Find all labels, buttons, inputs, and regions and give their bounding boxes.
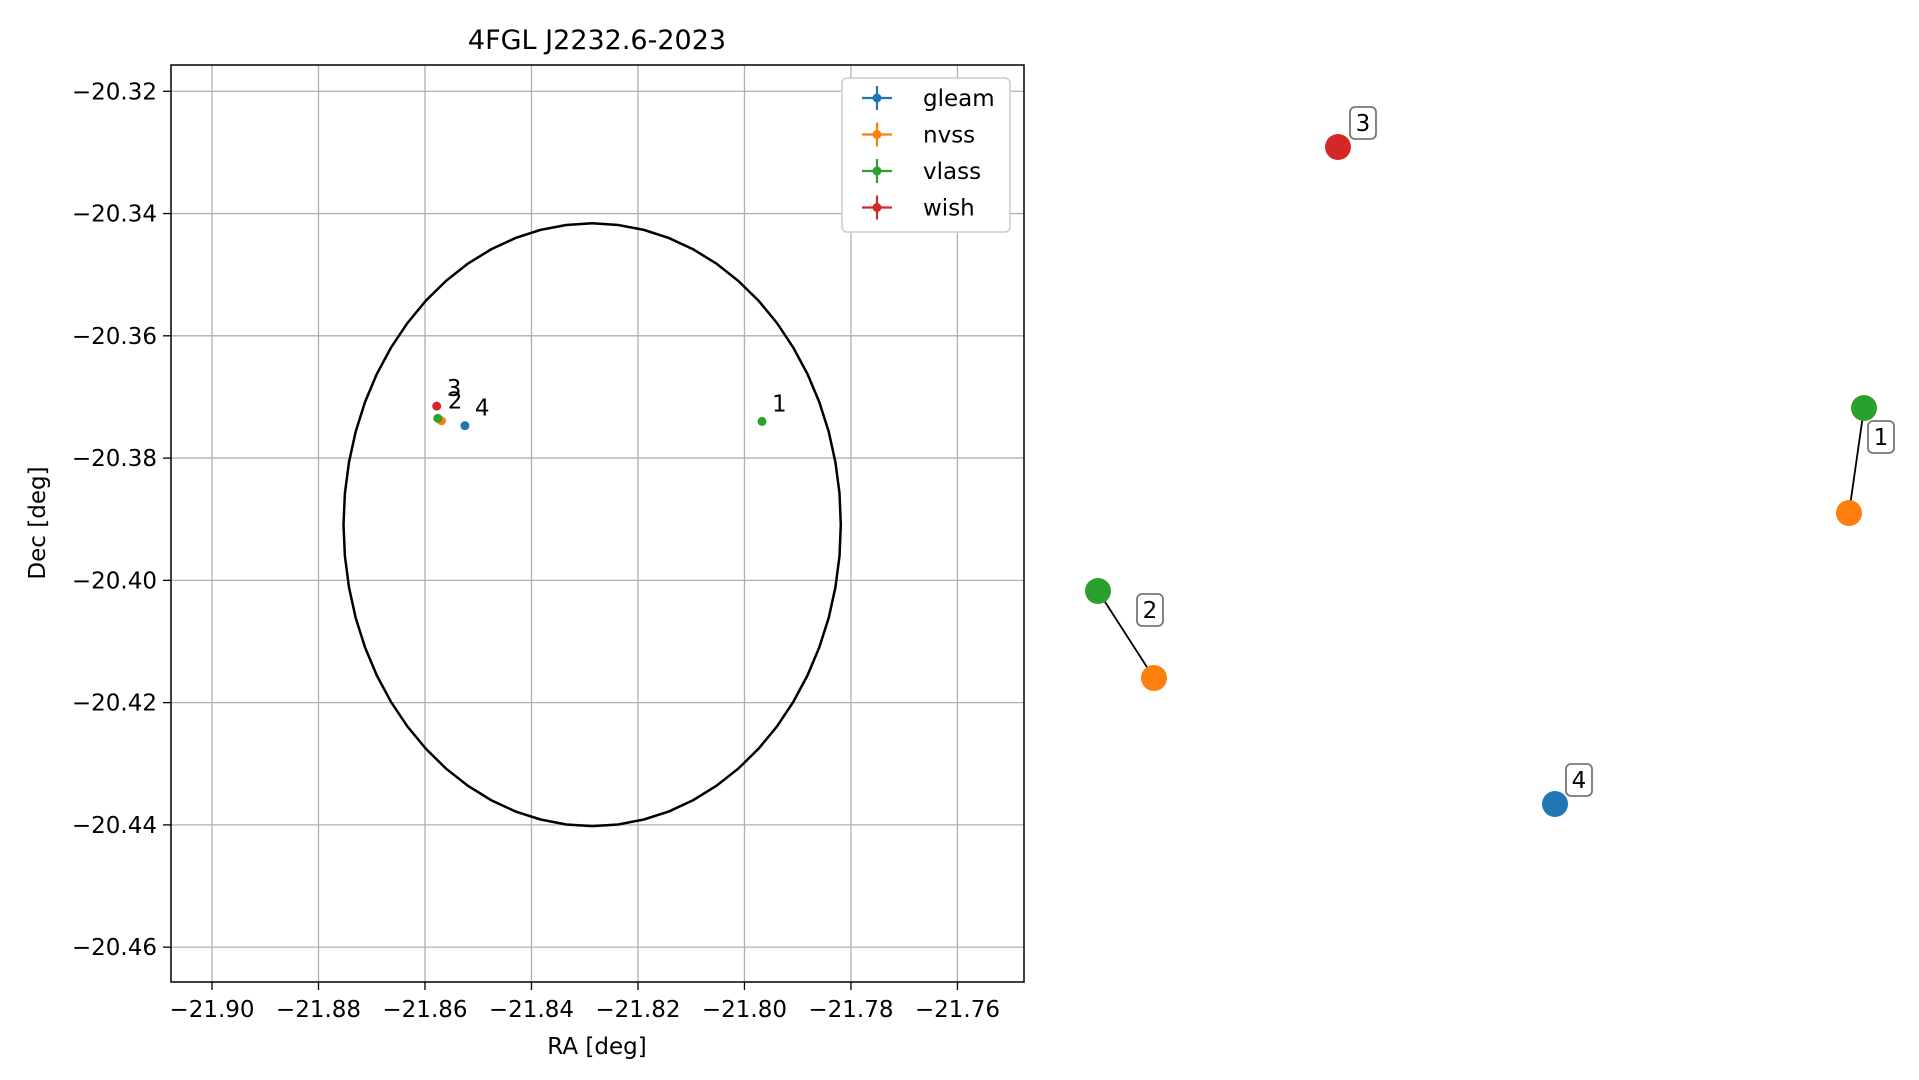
legend-item-nvss: nvss <box>862 122 975 149</box>
y-tick-label: −20.36 <box>72 324 157 350</box>
svg-text:3: 3 <box>1356 111 1371 137</box>
annotation-2: 2 <box>448 388 463 414</box>
y-axis-label: Dec [deg] <box>25 466 51 579</box>
legend-marker-dot <box>872 203 882 212</box>
node-group-3-wish <box>1325 134 1351 160</box>
legend: gleam nvss vlass wish <box>841 77 1011 233</box>
point-vlass <box>757 416 767 426</box>
point-gleam <box>460 421 470 431</box>
svg-text:1: 1 <box>1874 425 1889 451</box>
legend-label: nvss <box>923 123 975 149</box>
legend-marker-dot <box>872 130 882 139</box>
x-tick-label: −21.88 <box>276 997 361 1023</box>
x-tick-label: −21.90 <box>169 997 254 1023</box>
legend-item-gleam: gleam <box>862 86 995 112</box>
node-group-1-nvss <box>1836 500 1862 526</box>
x-tick-label: −21.80 <box>702 997 787 1023</box>
x-tick-label: −21.78 <box>808 997 893 1023</box>
x-axis-ticks: −21.90 −21.88 −21.86 −21.84 −21.82 −21.80 −21.… <box>169 982 1000 1023</box>
legend-item-vlass: vlass <box>862 159 981 185</box>
group-label-3: 3 <box>1349 106 1377 140</box>
legend-marker-dot <box>872 93 882 103</box>
x-axis-label: RA [deg] <box>547 1034 646 1060</box>
annotation-1: 1 <box>772 391 787 417</box>
plot-frame <box>170 64 1025 983</box>
legend-items: gleam nvss vlass wish <box>862 86 995 222</box>
main-chart: 1 234 −21.90 −21.88 −21.86 −21.84 −21.82 −21.8… <box>25 25 1025 1060</box>
chart-title: 4FGL J2232.6-2023 <box>468 25 726 56</box>
x-tick-label: −21.84 <box>489 997 574 1023</box>
y-tick-label: −20.42 <box>72 691 157 717</box>
group-label-2: 2 <box>1136 593 1164 627</box>
y-tick-label: −20.46 <box>72 935 157 961</box>
node-group-2-vlass <box>1085 578 1111 604</box>
point-annotations: 1 234 <box>447 376 787 422</box>
annotation-3: 3 <box>447 376 462 402</box>
y-tick-label: −20.38 <box>72 446 157 472</box>
edge-group-2 <box>1097 590 1155 679</box>
legend-item-wish: wish <box>862 195 975 222</box>
group-label-4: 4 <box>1565 763 1593 797</box>
svg-text:2: 2 <box>1143 598 1158 624</box>
legend-label: gleam <box>923 86 995 112</box>
node-group-2-nvss <box>1141 665 1167 691</box>
group-label-1: 1 <box>1867 420 1895 454</box>
legend-marker-dot <box>872 166 882 176</box>
svg-text:4: 4 <box>1572 768 1587 794</box>
y-tick-label: −20.40 <box>72 568 157 594</box>
x-tick-label: −21.82 <box>595 997 680 1023</box>
x-tick-label: −21.76 <box>915 997 1000 1023</box>
edge-group-1 <box>1848 407 1865 514</box>
legend-label: vlass <box>923 159 981 185</box>
y-axis-ticks: −20.32 −20.34 −20.36 −20.38 −20.40 −20.42 −20.… <box>72 79 171 961</box>
point-vlass <box>433 413 443 423</box>
y-tick-label: −20.44 <box>72 813 157 839</box>
y-tick-label: −20.34 <box>72 202 157 228</box>
network-panel: 1 2 3 4 <box>1085 106 1895 817</box>
x-tick-label: −21.86 <box>382 997 467 1023</box>
node-group-1-vlass <box>1851 395 1877 421</box>
legend-box <box>841 77 1011 233</box>
legend-label: wish <box>923 196 975 222</box>
point-wish <box>432 401 442 411</box>
annotation-4: 4 <box>475 396 490 422</box>
y-tick-label: −20.32 <box>72 79 157 105</box>
node-group-4-gleam <box>1542 791 1568 817</box>
data-points <box>432 401 767 431</box>
error-ellipse <box>342 222 843 828</box>
